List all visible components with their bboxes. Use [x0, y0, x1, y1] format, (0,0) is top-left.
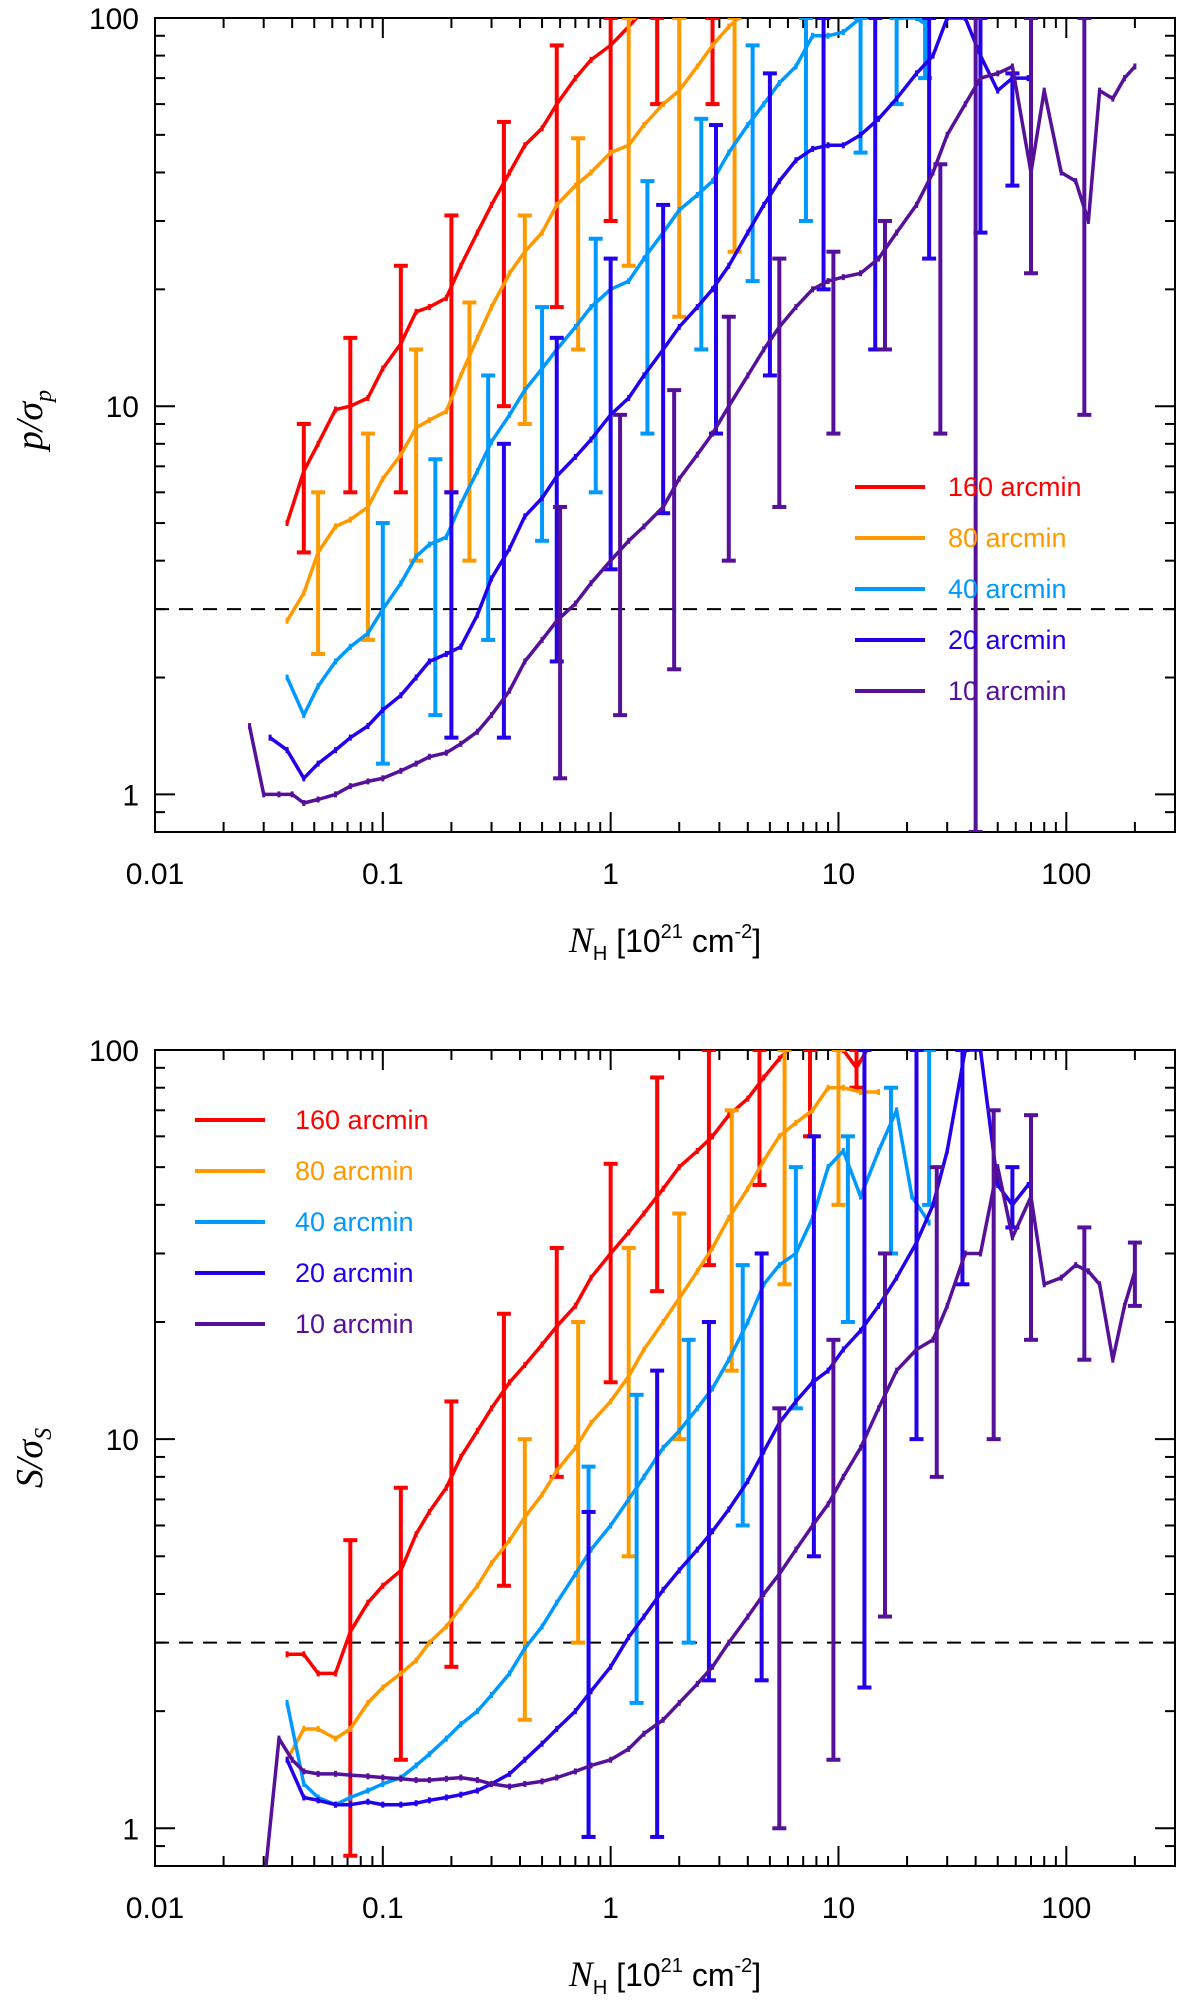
legend-label: 10 arcmin — [948, 676, 1067, 706]
y-axis-label: S/σS — [9, 1428, 57, 1488]
y-axis-label: p/σp — [9, 390, 57, 453]
legend-label: 160 arcmin — [948, 472, 1082, 502]
plot-frame — [154, 17, 1176, 833]
x-axis-label: NH [1021 cm-2] — [568, 1954, 761, 1999]
y-tick-label: 10 — [106, 391, 139, 424]
series-line-20-arcmin — [285, 1050, 1030, 1807]
legend-label: 40 arcmin — [948, 574, 1067, 604]
y-tick-label: 100 — [89, 3, 139, 36]
legend-label: 10 arcmin — [295, 1309, 414, 1339]
series-line-80-arcmin — [285, 18, 742, 622]
legend-label: 20 arcmin — [295, 1258, 414, 1288]
plot-area — [247, 18, 1137, 832]
plot-frame — [154, 1049, 1176, 1867]
x-tick-label: 0.01 — [126, 858, 184, 891]
x-tick-label: 0.01 — [126, 1892, 184, 1925]
x-tick-label: 100 — [1041, 858, 1091, 891]
series-line-40-arcmin — [285, 1108, 931, 1807]
top-panel: 0.01 0.1 1 10 100 1 10 100 NH [1021 cm-2] p/σp 160… — [9, 3, 1176, 965]
legend-label: 160 arcmin — [295, 1105, 429, 1135]
y-tick-label: 1 — [122, 779, 139, 812]
legend-label: 20 arcmin — [948, 625, 1067, 655]
legend-label: 40 arcmin — [295, 1207, 414, 1237]
bottom-panel: 0.01 0.1 1 10 100 1 10 100 NH [1021 cm-2] S/σS 160… — [9, 1035, 1176, 1999]
y-tick-label: 1 — [122, 1813, 139, 1846]
x-tick-label: 1 — [602, 1892, 619, 1925]
x-tick-label: 0.1 — [362, 1892, 404, 1925]
legend-label: 80 arcmin — [948, 523, 1067, 553]
x-tick-label: 0.1 — [362, 858, 404, 891]
plot-area — [264, 1050, 1142, 1866]
legend-label: 80 arcmin — [295, 1156, 414, 1186]
series-line-40-arcmin — [285, 18, 931, 717]
x-tick-label: 10 — [822, 1892, 855, 1925]
y-tick-label: 10 — [106, 1424, 139, 1457]
x-axis-label: NH [1021 cm-2] — [568, 920, 761, 965]
series-line-80-arcmin — [285, 1085, 879, 1761]
x-tick-label: 100 — [1041, 1892, 1091, 1925]
y-tick-label: 100 — [89, 1035, 139, 1068]
x-tick-label: 10 — [822, 858, 855, 891]
x-tick-label: 1 — [602, 858, 619, 891]
